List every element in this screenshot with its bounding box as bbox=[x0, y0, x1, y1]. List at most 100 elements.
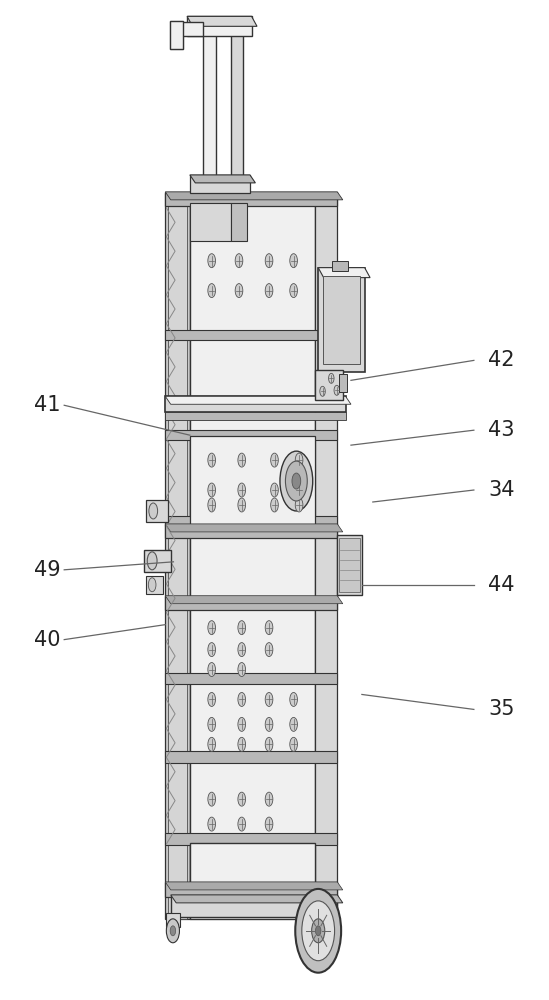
Circle shape bbox=[208, 717, 216, 731]
Circle shape bbox=[238, 737, 245, 751]
Polygon shape bbox=[165, 882, 343, 890]
Bar bbox=[190, 436, 316, 526]
Circle shape bbox=[271, 498, 278, 512]
Circle shape bbox=[265, 284, 273, 298]
Circle shape bbox=[147, 552, 157, 570]
Text: 44: 44 bbox=[489, 575, 515, 595]
Text: 49: 49 bbox=[34, 560, 61, 580]
Circle shape bbox=[265, 717, 273, 731]
Bar bbox=[166, 913, 180, 927]
Polygon shape bbox=[165, 396, 351, 404]
Circle shape bbox=[208, 254, 216, 268]
Polygon shape bbox=[318, 268, 370, 278]
Circle shape bbox=[238, 792, 245, 806]
Circle shape bbox=[265, 621, 273, 635]
Text: 42: 42 bbox=[489, 350, 515, 370]
Circle shape bbox=[208, 692, 216, 706]
Circle shape bbox=[280, 451, 313, 511]
Bar bbox=[339, 538, 360, 592]
Circle shape bbox=[166, 919, 180, 943]
Bar bbox=[190, 175, 250, 193]
Circle shape bbox=[208, 483, 216, 497]
Polygon shape bbox=[165, 524, 343, 532]
Bar bbox=[165, 430, 337, 440]
Circle shape bbox=[285, 461, 307, 501]
Circle shape bbox=[238, 663, 245, 677]
Circle shape bbox=[208, 737, 216, 751]
Bar bbox=[165, 751, 337, 763]
Circle shape bbox=[208, 498, 216, 512]
Bar bbox=[316, 370, 343, 400]
Polygon shape bbox=[190, 175, 255, 183]
Bar bbox=[165, 193, 190, 919]
Circle shape bbox=[238, 692, 245, 706]
Bar bbox=[146, 576, 163, 594]
Bar bbox=[339, 374, 347, 392]
Bar bbox=[171, 22, 204, 36]
Circle shape bbox=[265, 254, 273, 268]
Circle shape bbox=[265, 737, 273, 751]
Circle shape bbox=[238, 643, 245, 657]
Circle shape bbox=[235, 254, 243, 268]
Bar bbox=[332, 261, 348, 271]
Circle shape bbox=[320, 386, 326, 396]
Circle shape bbox=[265, 792, 273, 806]
Circle shape bbox=[290, 692, 298, 706]
Circle shape bbox=[238, 498, 245, 512]
Circle shape bbox=[238, 717, 245, 731]
Bar bbox=[144, 550, 171, 572]
Bar bbox=[190, 193, 316, 919]
Circle shape bbox=[292, 473, 301, 489]
Circle shape bbox=[302, 901, 334, 961]
Circle shape bbox=[295, 483, 303, 497]
Circle shape bbox=[208, 453, 216, 467]
Text: 35: 35 bbox=[489, 699, 515, 719]
Bar bbox=[337, 535, 362, 595]
Bar bbox=[146, 500, 168, 522]
Bar bbox=[231, 26, 243, 181]
Circle shape bbox=[148, 578, 156, 592]
Bar bbox=[168, 193, 187, 919]
Bar bbox=[187, 16, 251, 36]
Bar bbox=[165, 396, 345, 412]
Bar bbox=[165, 524, 337, 538]
Circle shape bbox=[238, 483, 245, 497]
Circle shape bbox=[290, 717, 298, 731]
Circle shape bbox=[312, 919, 325, 943]
Bar bbox=[190, 843, 316, 891]
Text: 34: 34 bbox=[489, 480, 515, 500]
Circle shape bbox=[290, 284, 298, 298]
Circle shape bbox=[170, 926, 176, 936]
Circle shape bbox=[208, 663, 216, 677]
Bar bbox=[165, 596, 337, 610]
Polygon shape bbox=[165, 412, 345, 420]
Circle shape bbox=[328, 373, 334, 383]
Bar bbox=[231, 203, 247, 241]
Circle shape bbox=[334, 385, 339, 395]
Circle shape bbox=[208, 284, 216, 298]
Circle shape bbox=[208, 817, 216, 831]
Circle shape bbox=[290, 737, 298, 751]
Bar bbox=[165, 516, 337, 526]
Bar bbox=[204, 26, 216, 181]
Bar bbox=[165, 882, 337, 897]
Circle shape bbox=[295, 498, 303, 512]
Circle shape bbox=[295, 453, 303, 467]
Circle shape bbox=[208, 643, 216, 657]
Circle shape bbox=[208, 792, 216, 806]
Polygon shape bbox=[171, 895, 343, 903]
Bar bbox=[170, 21, 183, 49]
Bar bbox=[323, 276, 360, 364]
Circle shape bbox=[208, 621, 216, 635]
Circle shape bbox=[271, 483, 278, 497]
Circle shape bbox=[238, 453, 245, 467]
Bar bbox=[316, 193, 337, 919]
Bar bbox=[318, 268, 365, 372]
Polygon shape bbox=[170, 21, 183, 49]
Circle shape bbox=[235, 284, 243, 298]
Polygon shape bbox=[187, 16, 257, 26]
Bar bbox=[165, 192, 337, 206]
Text: 40: 40 bbox=[34, 630, 60, 650]
Polygon shape bbox=[165, 192, 343, 200]
Bar bbox=[165, 673, 337, 684]
